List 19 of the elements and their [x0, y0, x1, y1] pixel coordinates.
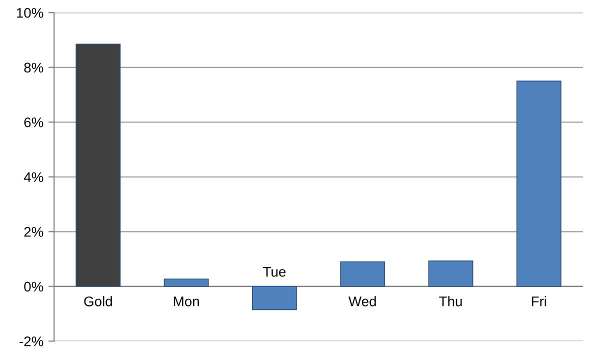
bar	[516, 80, 562, 287]
x-tick-label: Thu	[439, 296, 462, 306]
x-tick-label: Fri	[532, 296, 546, 306]
y-tick-label: 8%	[24, 62, 44, 73]
y-tick-label: 2%	[24, 226, 44, 237]
x-tick-label: Gold	[84, 296, 112, 306]
bar	[76, 44, 121, 287]
bar	[252, 286, 297, 310]
y-tick-label: 6%	[24, 117, 44, 128]
x-tick-label: Tue	[263, 267, 286, 277]
bar	[340, 261, 386, 287]
y-tick-label: -2%	[20, 336, 44, 346]
y-tick-label: 0%	[24, 282, 44, 292]
y-tick-label: 10%	[16, 8, 44, 18]
bar	[428, 260, 474, 287]
bar	[164, 278, 209, 287]
y-tick-label: 4%	[24, 172, 44, 182]
x-tick-label: Wed	[348, 296, 376, 306]
x-tick-label: Mon	[174, 296, 199, 306]
